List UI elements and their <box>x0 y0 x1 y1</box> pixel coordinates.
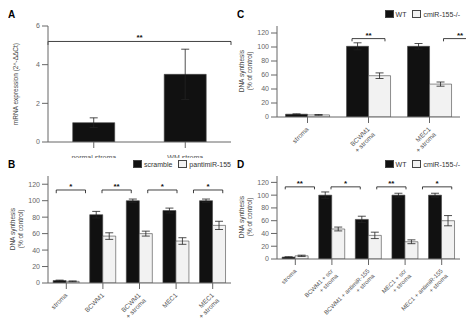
html-text:B: B <box>8 158 16 170</box>
svg-text:stroma: stroma <box>50 291 69 310</box>
svg-text:**: ** <box>388 179 395 188</box>
svg-text:100: 100 <box>28 197 40 204</box>
svg-text:60: 60 <box>261 71 269 78</box>
svg-text:0: 0 <box>265 255 269 262</box>
svg-text:4: 4 <box>36 61 40 68</box>
svg-text:20: 20 <box>261 99 269 106</box>
svg-text:0: 0 <box>36 138 40 145</box>
html-text:C: C <box>237 8 245 20</box>
svg-text:*: * <box>344 179 348 188</box>
svg-text:**: ** <box>136 33 143 42</box>
svg-text:2: 2 <box>36 100 40 107</box>
svg-text:80: 80 <box>32 214 40 221</box>
svg-text:WM stroma: WM stroma <box>167 154 203 158</box>
svg-text:**: ** <box>114 182 121 191</box>
svg-text:0: 0 <box>265 113 269 120</box>
svg-text:6: 6 <box>36 22 40 29</box>
svg-text:*: * <box>69 182 73 191</box>
svg-text:80: 80 <box>261 204 269 211</box>
svg-text:20: 20 <box>32 263 40 270</box>
svg-text:MEC1+ stroma: MEC1+ stroma <box>192 291 221 320</box>
html-text:DNA synthesis (% of control): DNA synthesis (% of control) <box>237 196 252 239</box>
html-text:DNA synthesis (% of control): DNA synthesis (% of control) <box>8 208 23 251</box>
svg-text:*: * <box>207 182 211 191</box>
html-text:WT: WT <box>395 10 407 18</box>
html-text:DNA synthesis (% of control): DNA synthesis (% of control) <box>237 50 252 93</box>
svg-text:0: 0 <box>36 279 40 286</box>
html-text:A: A <box>8 8 16 20</box>
svg-text:60: 60 <box>261 217 269 224</box>
svg-text:40: 40 <box>261 230 269 237</box>
svg-text:**: ** <box>297 179 304 188</box>
html-text:mRNA expression (2^-ΔΔCt): mRNA expression (2^-ΔΔCt) <box>12 42 20 126</box>
svg-text:stroma: stroma <box>280 267 298 285</box>
svg-text:BCWM1 + scr+ stroma: BCWM1 + scr+ stroma <box>304 267 340 303</box>
svg-text:MEC1+ stroma: MEC1+ stroma <box>409 125 438 154</box>
svg-text:MEC1: MEC1 <box>161 291 179 309</box>
svg-text:60: 60 <box>32 230 40 237</box>
svg-text:*: * <box>161 182 165 191</box>
html-text:cmiR-155-/-: cmiR-155-/- <box>423 10 460 18</box>
svg-text:**: ** <box>457 31 464 40</box>
svg-text:40: 40 <box>261 85 269 92</box>
svg-text:MEC1 + antimiR-155+ stroma: MEC1 + antimiR-155+ stroma <box>400 267 449 316</box>
svg-text:80: 80 <box>261 57 269 64</box>
svg-text:40: 40 <box>32 247 40 254</box>
svg-text:100: 100 <box>257 192 269 199</box>
svg-text:BCWM1+ stroma: BCWM1+ stroma <box>119 291 148 320</box>
html-text:cmiR-155-/-: cmiR-155-/- <box>423 160 460 168</box>
svg-text:120: 120 <box>257 29 269 36</box>
svg-text:120: 120 <box>257 179 269 186</box>
svg-text:20: 20 <box>261 243 269 250</box>
html-text:WT: WT <box>395 160 407 168</box>
html-text:pantimiR-155: pantimiR-155 <box>189 160 231 168</box>
svg-text:120: 120 <box>28 181 40 188</box>
html-text:scramble: scramble <box>144 160 173 168</box>
svg-text:BCWM1+ stroma: BCWM1+ stroma <box>348 125 377 154</box>
svg-text:normal stroma: normal stroma <box>71 154 116 158</box>
svg-text:BCWM1: BCWM1 <box>83 291 105 313</box>
svg-text:*: * <box>436 179 440 188</box>
svg-text:100: 100 <box>257 43 269 50</box>
html-text:D: D <box>237 158 245 170</box>
svg-text:BCWM1 + antimiR-155+ stroma: BCWM1 + antimiR-155+ stroma <box>323 267 376 320</box>
svg-text:**: ** <box>365 31 372 40</box>
svg-text:MEC1 + scr+ stroma: MEC1 + scr+ stroma <box>381 267 413 299</box>
svg-text:stroma: stroma <box>291 125 310 144</box>
